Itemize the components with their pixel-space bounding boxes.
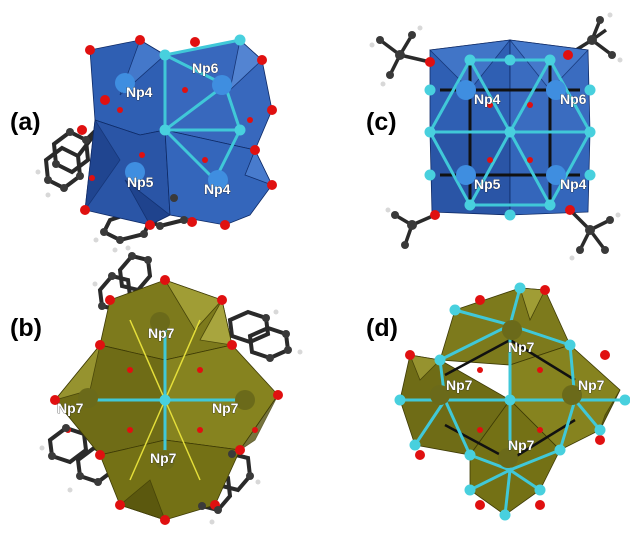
panel-b-np7-atom-top <box>150 312 170 332</box>
panel-c-bonds <box>428 58 592 207</box>
panel-c-cyan-atoms <box>424 54 596 221</box>
panel-b-atom-label-np7-top: Np7 <box>148 325 175 341</box>
panel-b-np7-atom-left <box>78 388 98 408</box>
panel-d-np7-atom-top <box>502 320 522 340</box>
panel-d-atom-label-np7-bottom: Np7 <box>508 437 535 453</box>
panel-c-atom-label-np4-bottom: Np4 <box>560 176 587 192</box>
panel-b-label: (b) <box>10 314 42 342</box>
panel-b: (b) <box>10 245 303 525</box>
panel-a-ligand-atoms <box>35 128 188 253</box>
panel-c-np4-atom-bottom <box>546 165 566 185</box>
panel-a-np6-atom <box>212 75 232 95</box>
panel-a-atom-label-np5: Np5 <box>127 174 154 190</box>
panel-c: (c) <box>366 12 623 261</box>
panel-a: (a) <box>10 34 277 253</box>
panel-c-oxygen-atoms <box>425 50 575 220</box>
panel-b-atom-label-np7-left: Np7 <box>57 400 84 416</box>
panel-b-polyhedra <box>53 279 279 521</box>
panel-a-np4-atom-bottom <box>208 170 228 190</box>
panel-c-atom-label-np4-top: Np4 <box>474 91 501 107</box>
panel-a-np5-atom <box>125 162 145 182</box>
panel-a-atom-label-np4-top: Np4 <box>126 84 153 100</box>
panel-a-bonds <box>163 38 242 182</box>
panel-d-oxygen-atoms <box>405 285 610 510</box>
panel-d-np7-atom-left <box>430 385 450 405</box>
panel-b-cyan-center-atom <box>159 394 171 406</box>
panel-d: (d) <box>366 282 630 521</box>
panel-b-np7-atom-right <box>235 390 255 410</box>
panel-a-cyan-atoms <box>159 34 246 136</box>
panel-d-label: (d) <box>366 314 398 342</box>
panel-c-atom-label-np6: Np6 <box>560 91 587 107</box>
panel-c-ligand-atoms <box>369 12 623 261</box>
panel-a-atom-label-np4-bottom: Np4 <box>204 181 231 197</box>
panel-a-atom-label-np6: Np6 <box>192 60 219 76</box>
panel-d-np7-atom-bottom <box>498 448 518 468</box>
panel-b-oxygen-atoms <box>50 275 283 525</box>
panel-b-atom-label-np7-bottom: Np7 <box>150 450 177 466</box>
panel-d-cyan-atoms <box>394 282 630 521</box>
panel-b-atom-label-np7-right: Np7 <box>212 400 239 416</box>
panel-c-np5-atom <box>456 165 476 185</box>
panel-a-label: (a) <box>10 108 41 136</box>
panel-c-np4-atom-top <box>456 80 476 100</box>
panel-a-oxygen-atoms <box>77 35 277 230</box>
panel-d-atom-label-np7-right: Np7 <box>578 377 605 393</box>
panel-b-ligand-atoms <box>39 245 303 525</box>
panel-c-label: (c) <box>366 108 397 136</box>
panel-c-np6-atom <box>546 80 566 100</box>
panel-d-np7-atom-right <box>562 385 582 405</box>
panel-c-atom-label-np5: Np5 <box>474 176 501 192</box>
panel-d-atom-label-np7-top: Np7 <box>508 339 535 355</box>
panel-b-np7-atom-bottom <box>155 450 175 470</box>
panel-d-internal-bonds <box>444 338 576 462</box>
panel-d-atom-label-np7-left: Np7 <box>446 377 473 393</box>
panel-a-np4-atom-top <box>115 73 135 93</box>
